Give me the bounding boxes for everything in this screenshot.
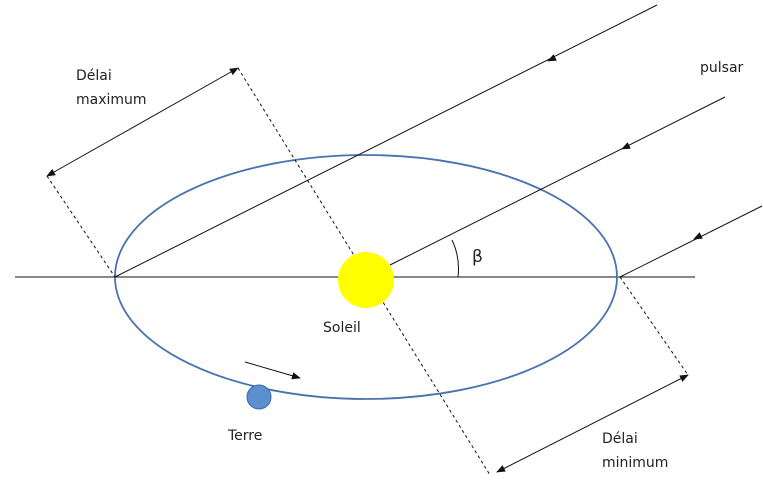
label: Délai [76,68,112,84]
motion-arrow [244,361,301,380]
dashed-line [46,175,116,278]
pulsar-ray [389,96,726,266]
label: Terre [227,428,262,444]
delay-min-arrow [496,374,689,473]
pulsar-ray [619,205,763,278]
label: β [472,247,483,267]
dashed-line [237,67,491,476]
earth [246,384,272,410]
label: minimum [602,455,668,471]
angle-arc [451,239,459,278]
ray-arrow [693,232,703,240]
label: Délai [602,431,638,447]
ray-arrow [547,54,557,62]
pulsar-ray [114,4,658,278]
label: maximum [76,92,147,108]
sun [338,252,394,308]
delay-max-arrow [46,67,239,177]
dashed-line [619,276,689,376]
label: pulsar [700,60,744,76]
label: Soleil [323,320,361,336]
